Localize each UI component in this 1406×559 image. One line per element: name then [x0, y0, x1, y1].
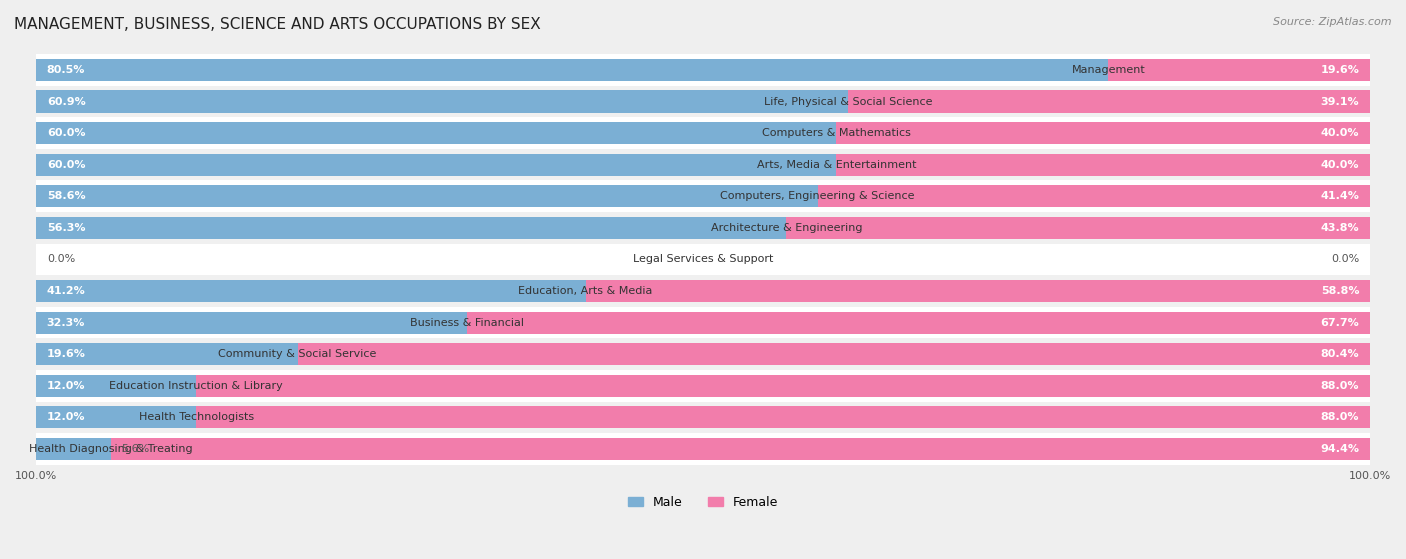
Bar [298, 343, 1369, 365]
Text: Health Diagnosing & Treating: Health Diagnosing & Treating [30, 444, 193, 454]
Bar [848, 91, 1369, 112]
Text: 40.0%: 40.0% [1320, 128, 1360, 138]
Bar [37, 375, 197, 397]
Bar [37, 438, 111, 460]
Bar [111, 438, 1369, 460]
Bar [197, 406, 1369, 428]
Text: 60.9%: 60.9% [46, 97, 86, 107]
Legend: Male, Female: Male, Female [623, 491, 783, 514]
Text: 94.4%: 94.4% [1320, 444, 1360, 454]
Text: 88.0%: 88.0% [1320, 413, 1360, 423]
Bar [37, 154, 837, 176]
Text: Arts, Media & Entertainment: Arts, Media & Entertainment [756, 160, 917, 170]
Bar [786, 217, 1369, 239]
Bar [37, 244, 1369, 275]
Text: 5.6%: 5.6% [121, 444, 149, 454]
Bar [37, 149, 1369, 181]
Bar [197, 375, 1369, 397]
Text: 12.0%: 12.0% [46, 381, 86, 391]
Bar [37, 117, 1369, 149]
Bar [37, 86, 1369, 117]
Bar [37, 433, 1369, 465]
Text: 19.6%: 19.6% [46, 349, 86, 359]
Bar [37, 311, 467, 334]
Text: 41.2%: 41.2% [46, 286, 86, 296]
Text: 58.6%: 58.6% [46, 191, 86, 201]
Text: Education Instruction & Library: Education Instruction & Library [110, 381, 283, 391]
Text: 60.0%: 60.0% [46, 160, 86, 170]
Text: 32.3%: 32.3% [46, 318, 86, 328]
Text: 60.0%: 60.0% [46, 128, 86, 138]
Bar [37, 406, 197, 428]
Bar [37, 181, 1369, 212]
Text: 39.1%: 39.1% [1320, 97, 1360, 107]
Text: Life, Physical & Social Science: Life, Physical & Social Science [763, 97, 932, 107]
Bar [37, 217, 787, 239]
Text: 41.4%: 41.4% [1320, 191, 1360, 201]
Bar [837, 122, 1369, 144]
Text: 67.7%: 67.7% [1320, 318, 1360, 328]
Text: 58.8%: 58.8% [1320, 286, 1360, 296]
Bar [1108, 59, 1369, 81]
Text: 0.0%: 0.0% [46, 254, 75, 264]
Bar [37, 59, 1109, 81]
Bar [37, 212, 1369, 244]
Bar [37, 338, 1369, 370]
Text: Source: ZipAtlas.com: Source: ZipAtlas.com [1274, 17, 1392, 27]
Bar [818, 185, 1369, 207]
Bar [37, 185, 818, 207]
Text: Business & Financial: Business & Financial [411, 318, 524, 328]
Bar [37, 122, 837, 144]
Text: Community & Social Service: Community & Social Service [218, 349, 377, 359]
Text: Management: Management [1073, 65, 1146, 75]
Text: 88.0%: 88.0% [1320, 381, 1360, 391]
Text: 43.8%: 43.8% [1320, 223, 1360, 233]
Bar [467, 311, 1369, 334]
Text: 56.3%: 56.3% [46, 223, 86, 233]
Text: Architecture & Engineering: Architecture & Engineering [710, 223, 862, 233]
Bar [37, 401, 1369, 433]
Bar [37, 307, 1369, 338]
Text: MANAGEMENT, BUSINESS, SCIENCE AND ARTS OCCUPATIONS BY SEX: MANAGEMENT, BUSINESS, SCIENCE AND ARTS O… [14, 17, 541, 32]
Text: 80.4%: 80.4% [1320, 349, 1360, 359]
Bar [837, 154, 1369, 176]
Bar [37, 343, 298, 365]
Bar [37, 91, 848, 112]
Bar [37, 280, 586, 302]
Text: Health Technologists: Health Technologists [139, 413, 253, 423]
Text: Legal Services & Support: Legal Services & Support [633, 254, 773, 264]
Text: 80.5%: 80.5% [46, 65, 86, 75]
Text: Computers, Engineering & Science: Computers, Engineering & Science [720, 191, 915, 201]
Bar [37, 370, 1369, 401]
Text: 0.0%: 0.0% [1331, 254, 1360, 264]
Text: 19.6%: 19.6% [1320, 65, 1360, 75]
Text: 12.0%: 12.0% [46, 413, 86, 423]
Bar [37, 54, 1369, 86]
Bar [586, 280, 1369, 302]
Text: Education, Arts & Media: Education, Arts & Media [519, 286, 652, 296]
Bar [37, 275, 1369, 307]
Text: 40.0%: 40.0% [1320, 160, 1360, 170]
Text: Computers & Mathematics: Computers & Mathematics [762, 128, 911, 138]
